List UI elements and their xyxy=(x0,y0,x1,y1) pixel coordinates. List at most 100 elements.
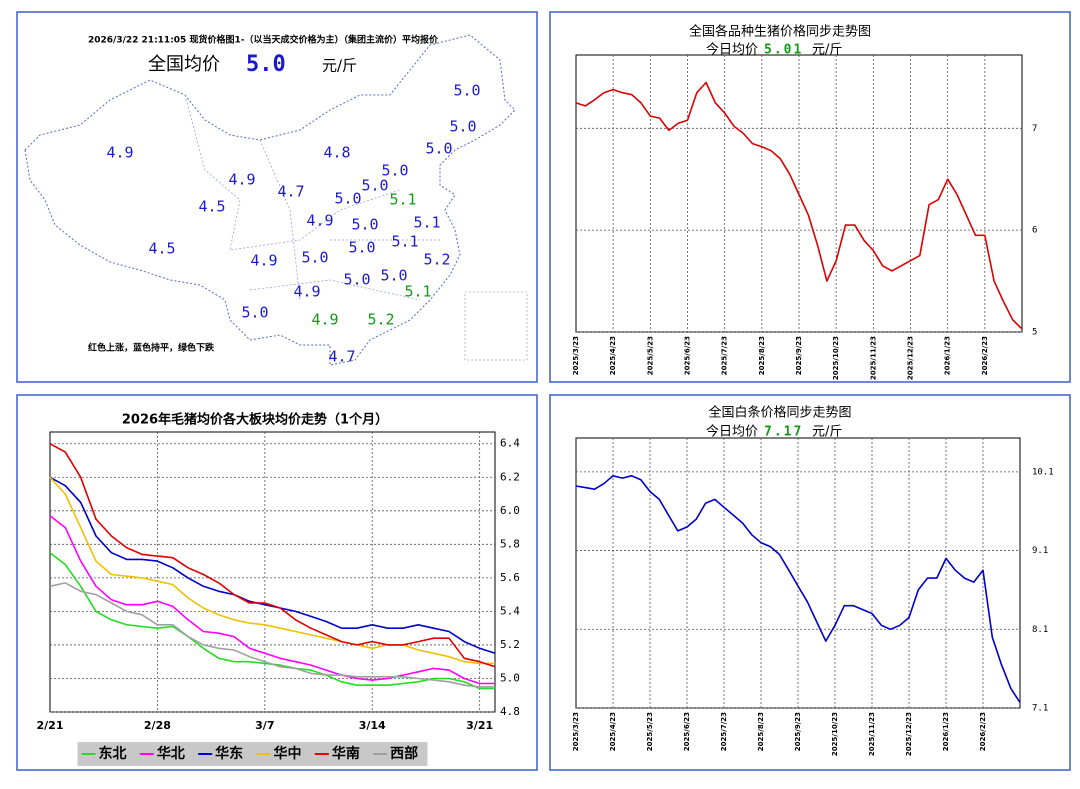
region-price: 5.0 xyxy=(241,304,268,322)
x-tick-label: 2/21 xyxy=(37,719,64,732)
y-tick-label: 5 xyxy=(1032,328,1037,338)
legend-label: 西部 xyxy=(390,745,418,762)
x-tick-label: 2025/5/23 xyxy=(646,336,654,375)
region-price: 5.0 xyxy=(381,162,408,180)
region-price: 4.9 xyxy=(306,212,333,230)
y-tick-label: 5.6 xyxy=(500,571,520,584)
x-tick-label: 2025/3/23 xyxy=(572,712,580,751)
region-price: 5.0 xyxy=(361,177,388,195)
legend-label: 华南 xyxy=(332,745,360,762)
avg-value: 5.0 xyxy=(246,52,286,77)
series-line xyxy=(49,442,496,668)
avg-label: 全国均价 xyxy=(148,54,220,75)
region-price: 5.1 xyxy=(391,233,418,251)
region-price: 5.0 xyxy=(380,267,407,285)
x-tick-label: 2025/6/23 xyxy=(683,712,691,751)
region-price: 4.9 xyxy=(228,171,255,189)
region-price: 5.2 xyxy=(423,251,450,269)
region-price: 5.0 xyxy=(343,271,370,289)
region-price: 4.9 xyxy=(250,252,277,270)
region-price: 5.1 xyxy=(389,191,416,209)
x-tick-label: 2026/2/23 xyxy=(981,336,989,375)
region-price: 5.0 xyxy=(453,82,480,100)
avg-unit: 元/斤 xyxy=(322,57,357,75)
inset-box xyxy=(464,291,528,361)
region-price: 4.7 xyxy=(277,183,304,201)
region-price: 5.2 xyxy=(367,311,394,329)
plot-area xyxy=(49,431,496,713)
x-tick-label: 2026/1/23 xyxy=(942,712,950,751)
subtitle: 今日均价 xyxy=(706,424,758,440)
y-tick-label: 4.8 xyxy=(500,705,520,718)
region-price: 4.9 xyxy=(293,283,320,301)
y-tick-label: 7.1 xyxy=(1032,704,1048,714)
y-tick-label: 5.0 xyxy=(500,671,520,684)
y-tick-label: 5.8 xyxy=(500,537,520,550)
region-price: 4.5 xyxy=(198,198,225,216)
x-tick-label: 2025/3/23 xyxy=(572,336,580,375)
region-price: 4.8 xyxy=(323,144,350,162)
x-tick-label: 2025/12/23 xyxy=(907,336,915,380)
x-tick-label: 2025/11/23 xyxy=(869,336,877,380)
subtitle: 今日均价 xyxy=(706,42,758,58)
y-tick-label: 9.1 xyxy=(1032,546,1048,556)
x-tick-label: 2025/7/23 xyxy=(721,336,729,375)
x-tick-label: 2025/8/23 xyxy=(757,712,765,751)
map-header: 2026/3/22 21:11:05 现货价格图1-（以当天成交价格为主）（集团… xyxy=(88,34,439,46)
chart-title: 2026年毛猪均价各大板块均价走势（1个月） xyxy=(122,412,388,428)
legend-label: 华北 xyxy=(157,745,185,762)
x-tick-label: 3/21 xyxy=(466,719,493,732)
series-line xyxy=(49,476,496,655)
x-tick-label: 2025/7/23 xyxy=(720,712,728,751)
x-tick-label: 2/28 xyxy=(144,719,171,732)
unit: 元/斤 xyxy=(812,425,842,440)
y-tick-label: 6 xyxy=(1032,226,1037,236)
region-price: 4.5 xyxy=(148,240,175,258)
region-price: 5.0 xyxy=(301,249,328,267)
x-tick-label: 2025/8/23 xyxy=(758,336,766,375)
region-price: 5.0 xyxy=(334,190,361,208)
x-tick-label: 2025/4/23 xyxy=(609,712,617,751)
y-tick-label: 6.4 xyxy=(500,437,520,450)
x-tick-label: 2025/5/23 xyxy=(646,712,654,751)
x-tick-label: 2025/6/23 xyxy=(684,336,692,375)
series-line xyxy=(49,582,495,688)
series-line xyxy=(49,515,495,685)
legend-box xyxy=(77,742,428,766)
region-price: 5.0 xyxy=(425,140,452,158)
x-tick-label: 2025/9/23 xyxy=(795,336,803,375)
map-panel xyxy=(16,11,538,383)
map-outline xyxy=(24,34,516,366)
x-tick-label: 2025/10/23 xyxy=(831,712,839,756)
y-tick-label: 8.1 xyxy=(1032,625,1048,635)
region-price: 5.0 xyxy=(348,239,375,257)
region-price: 5.1 xyxy=(413,214,440,232)
region-price: 5.1 xyxy=(404,283,431,301)
y-tick-label: 6.0 xyxy=(500,504,520,517)
y-tick-label: 6.2 xyxy=(500,470,520,483)
province-borders xyxy=(184,94,440,301)
x-tick-label: 2026/1/23 xyxy=(944,336,952,375)
x-tick-label: 2025/10/23 xyxy=(832,336,840,380)
region-price: 4.7 xyxy=(328,348,355,366)
series-line xyxy=(49,476,495,665)
legend-note: 红色上涨，蓝色持平，绿色下跌 xyxy=(88,342,215,354)
x-tick-label: 2025/11/23 xyxy=(868,712,876,756)
y-tick-label: 7 xyxy=(1032,124,1037,134)
legend-label: 东北 xyxy=(99,745,127,762)
x-tick-label: 3/14 xyxy=(359,719,386,732)
y-tick-label: 5.2 xyxy=(500,638,520,651)
region-price: 4.9 xyxy=(106,144,133,162)
y-tick-label: 10.1 xyxy=(1032,467,1054,477)
series-line xyxy=(575,81,1023,330)
legend-label: 华中 xyxy=(274,745,302,762)
region-price: 5.0 xyxy=(449,118,476,136)
legend-label: 华东 xyxy=(215,745,243,762)
region-price: 4.9 xyxy=(311,311,338,329)
chart-title: 全国各品种生猪价格同步走势图 xyxy=(689,24,871,40)
x-tick-label: 2025/4/23 xyxy=(609,336,617,375)
y-tick-label: 5.4 xyxy=(500,604,520,617)
region-price: 5.0 xyxy=(351,216,378,234)
x-tick-label: 2025/12/23 xyxy=(905,712,913,756)
